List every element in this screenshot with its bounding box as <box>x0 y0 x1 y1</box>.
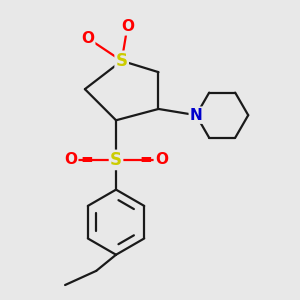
Text: =: = <box>80 152 93 167</box>
Text: O: O <box>81 31 94 46</box>
Text: O: O <box>121 20 134 34</box>
Text: S: S <box>110 151 122 169</box>
Text: S: S <box>116 52 128 70</box>
Text: N: N <box>190 108 203 123</box>
Text: O: O <box>64 152 77 167</box>
Text: O: O <box>155 152 168 167</box>
Text: =: = <box>140 152 152 167</box>
